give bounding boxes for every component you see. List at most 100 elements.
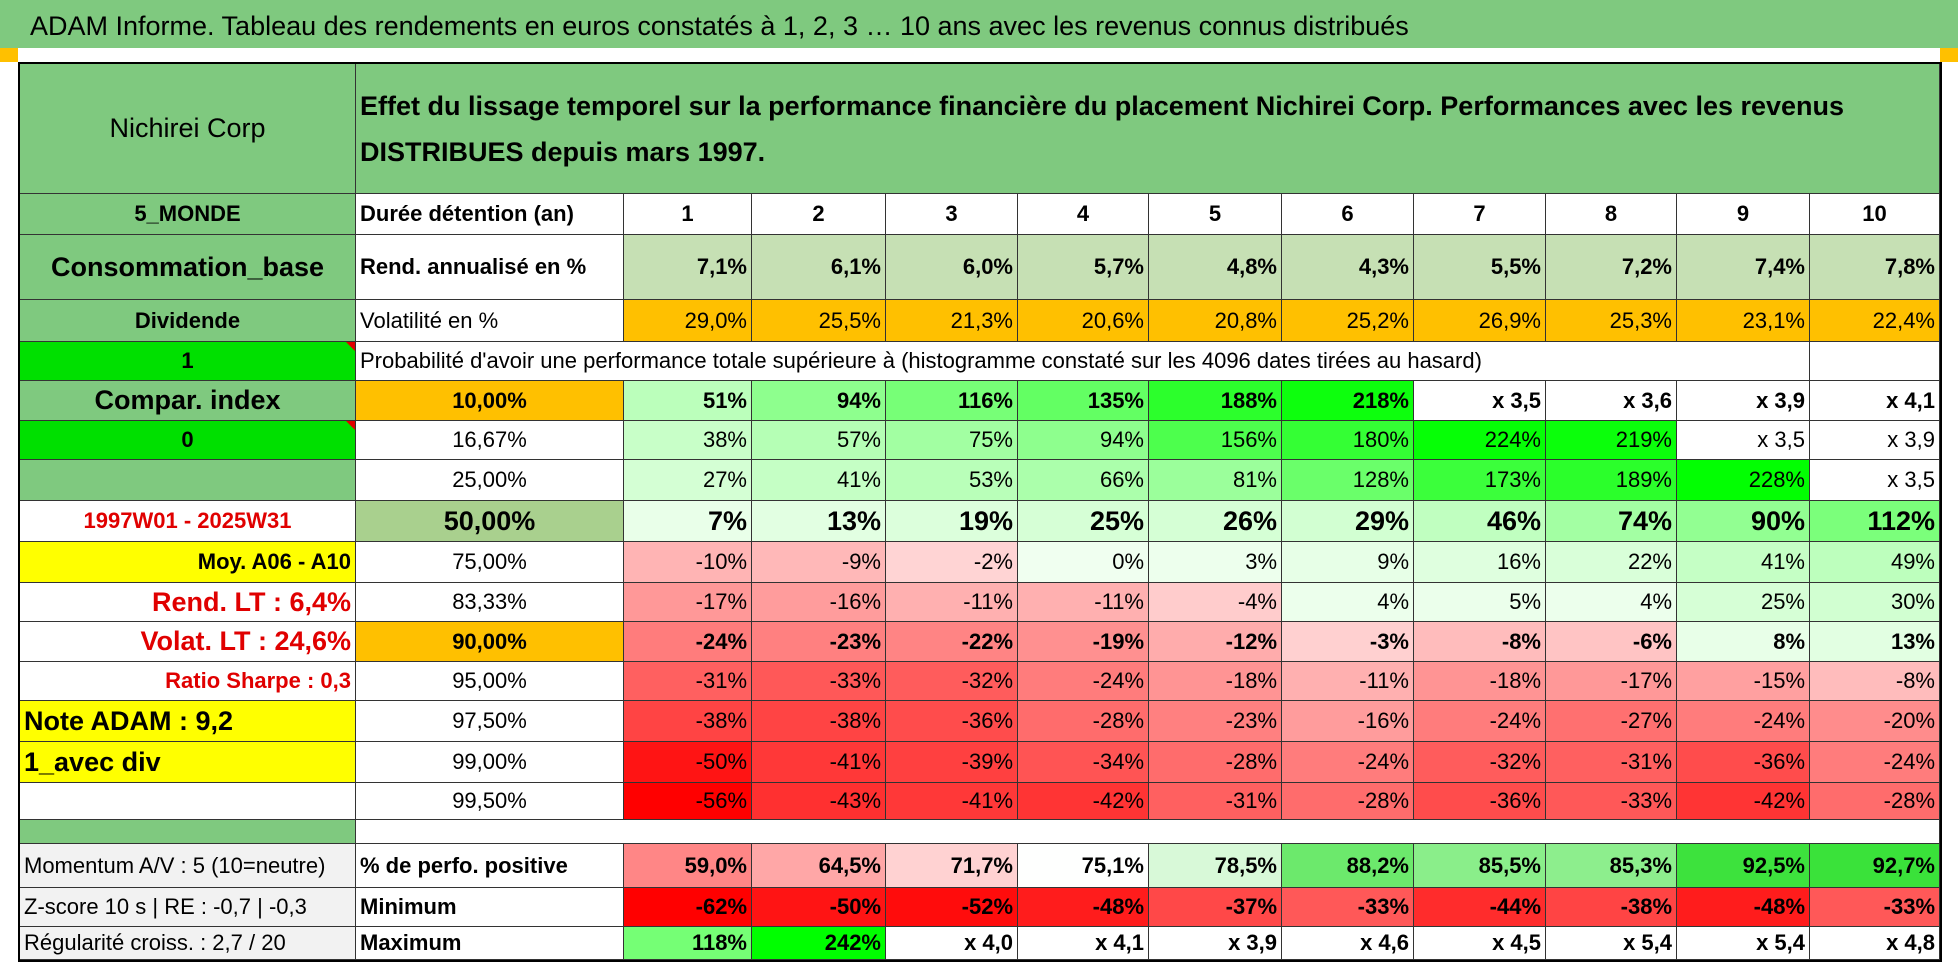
probability-threshold: 99,50% bbox=[356, 783, 624, 820]
probability-cell: -41% bbox=[752, 742, 886, 783]
probability-cell: -6% bbox=[1546, 622, 1677, 662]
year-header: 3 bbox=[886, 194, 1018, 235]
probability-cell: -28% bbox=[1149, 742, 1282, 783]
probability-cell: x 3,5 bbox=[1810, 460, 1940, 501]
probability-cell: -27% bbox=[1546, 701, 1677, 742]
left-label-14 bbox=[20, 783, 356, 820]
volatility-cell: 20,8% bbox=[1149, 300, 1282, 342]
footer-cell: -48% bbox=[1018, 888, 1149, 927]
footer-cell: 71,7% bbox=[886, 844, 1018, 888]
left-label-4: Compar. index bbox=[20, 381, 356, 421]
left-label-10: Volat. LT : 24,6% bbox=[20, 622, 356, 662]
probability-cell: -10% bbox=[624, 542, 752, 583]
probability-cell: 8% bbox=[1677, 622, 1810, 662]
probability-cell: 66% bbox=[1018, 460, 1149, 501]
probability-cell: x 3,5 bbox=[1414, 381, 1546, 421]
volatility-cell: 21,3% bbox=[886, 300, 1018, 342]
probability-cell: 189% bbox=[1546, 460, 1677, 501]
annualized-return-cell: 7,8% bbox=[1810, 235, 1940, 300]
footer-cell: -44% bbox=[1414, 888, 1546, 927]
probability-cell: -11% bbox=[1282, 662, 1414, 701]
footer-cell: -48% bbox=[1677, 888, 1810, 927]
probability-cell: x 3,5 bbox=[1677, 421, 1810, 460]
left-label-13: 1_avec div bbox=[20, 742, 356, 783]
footer-cell: -33% bbox=[1810, 888, 1940, 927]
probability-cell: -41% bbox=[886, 783, 1018, 820]
probability-cell: -22% bbox=[886, 622, 1018, 662]
probability-cell: 41% bbox=[1677, 542, 1810, 583]
probability-cell: 51% bbox=[624, 381, 752, 421]
probability-cell: -36% bbox=[886, 701, 1018, 742]
probability-cell: -38% bbox=[752, 701, 886, 742]
annualized-return-cell: 6,0% bbox=[886, 235, 1018, 300]
volatility-cell: 26,9% bbox=[1414, 300, 1546, 342]
year-header: 6 bbox=[1282, 194, 1414, 235]
probability-cell: 180% bbox=[1282, 421, 1414, 460]
probability-cell: -12% bbox=[1149, 622, 1282, 662]
footer-cell: -62% bbox=[624, 888, 752, 927]
footer-cell: 88,2% bbox=[1282, 844, 1414, 888]
probability-cell: 16% bbox=[1414, 542, 1546, 583]
year-header: 8 bbox=[1546, 194, 1677, 235]
footer-cell: 64,5% bbox=[752, 844, 886, 888]
probability-cell: 94% bbox=[1018, 421, 1149, 460]
probability-cell: -2% bbox=[886, 542, 1018, 583]
footer-indicator: Z-score 10 s | RE : -0,7 | -0,3 bbox=[20, 888, 356, 927]
probability-cell: 135% bbox=[1018, 381, 1149, 421]
probability-cell: -24% bbox=[624, 622, 752, 662]
probability-cell: -43% bbox=[752, 783, 886, 820]
probability-threshold: 99,00% bbox=[356, 742, 624, 783]
footer-row-label: Maximum bbox=[356, 927, 624, 960]
probability-cell: x 3,9 bbox=[1810, 421, 1940, 460]
footer-cell: x 4,1 bbox=[1018, 927, 1149, 960]
footer-row-label: Minimum bbox=[356, 888, 624, 927]
probability-cell: 218% bbox=[1282, 381, 1414, 421]
probability-cell: 4% bbox=[1546, 583, 1677, 622]
probability-cell: -28% bbox=[1810, 783, 1940, 820]
probability-cell: 53% bbox=[886, 460, 1018, 501]
probability-cell: -39% bbox=[886, 742, 1018, 783]
probability-cell: 27% bbox=[624, 460, 752, 501]
footer-cell: 118% bbox=[624, 927, 752, 960]
probability-cell: -17% bbox=[624, 583, 752, 622]
probability-threshold: 83,33% bbox=[356, 583, 624, 622]
year-header: 5 bbox=[1149, 194, 1282, 235]
probability-cell: -23% bbox=[752, 622, 886, 662]
year-header: 10 bbox=[1810, 194, 1940, 235]
left-label-3: 1 bbox=[20, 342, 356, 381]
annualized-return-cell: 5,7% bbox=[1018, 235, 1149, 300]
volatility-cell: 20,6% bbox=[1018, 300, 1149, 342]
probability-threshold: 90,00% bbox=[356, 622, 624, 662]
annualized-return-cell: 6,1% bbox=[752, 235, 886, 300]
probability-cell: -20% bbox=[1810, 701, 1940, 742]
table-description: Effet du lissage temporel sur la perform… bbox=[356, 64, 1940, 194]
probability-title-blank bbox=[1810, 342, 1940, 381]
footer-cell: -50% bbox=[752, 888, 886, 927]
probability-cell: -18% bbox=[1149, 662, 1282, 701]
probability-cell: 4% bbox=[1282, 583, 1414, 622]
probability-cell: 219% bbox=[1546, 421, 1677, 460]
probability-threshold: 10,00% bbox=[356, 381, 624, 421]
left-label-12: Note ADAM : 9,2 bbox=[20, 701, 356, 742]
probability-cell: 25% bbox=[1018, 501, 1149, 542]
corner-marker-right bbox=[1940, 48, 1958, 62]
report-title: ADAM Informe. Tableau des rendements en … bbox=[0, 0, 1958, 48]
probability-cell: 5% bbox=[1414, 583, 1546, 622]
probability-cell: -16% bbox=[752, 583, 886, 622]
probability-cell: -28% bbox=[1018, 701, 1149, 742]
probability-cell: -24% bbox=[1282, 742, 1414, 783]
probability-cell: -9% bbox=[752, 542, 886, 583]
probability-cell: 90% bbox=[1677, 501, 1810, 542]
probability-cell: -33% bbox=[752, 662, 886, 701]
footer-cell: -52% bbox=[886, 888, 1018, 927]
footer-cell: -33% bbox=[1282, 888, 1414, 927]
probability-threshold: 75,00% bbox=[356, 542, 624, 583]
probability-cell: -15% bbox=[1677, 662, 1810, 701]
annualized-return-cell: 5,5% bbox=[1414, 235, 1546, 300]
probability-cell: 13% bbox=[1810, 622, 1940, 662]
probability-cell: 19% bbox=[886, 501, 1018, 542]
footer-cell: 75,1% bbox=[1018, 844, 1149, 888]
year-header: 2 bbox=[752, 194, 886, 235]
probability-cell: -42% bbox=[1677, 783, 1810, 820]
probability-cell: -4% bbox=[1149, 583, 1282, 622]
